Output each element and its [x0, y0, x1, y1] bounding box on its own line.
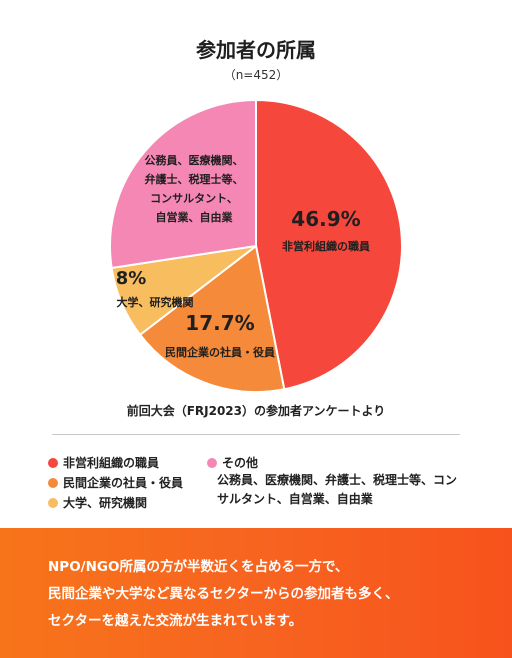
slice-nonprofit-value-label: 46.9%: [291, 207, 360, 231]
slice-academic-value-label: 8%: [116, 268, 147, 289]
legend-item-corporate: 民間企業の社員・役員: [48, 474, 183, 491]
legend-label-corporate: 民間企業の社員・役員: [63, 476, 184, 490]
source-note: 前回大会（FRJ2023）の参加者アンケートより: [126, 404, 386, 418]
legend-label-academic: 大学、研究機関: [63, 496, 148, 510]
legend-dot-academic: [48, 497, 58, 508]
footer-text: NPO/NGO所属の方が半数近くを占める一方で、 民間企業や大学など異なるセクタ…: [48, 559, 399, 629]
slice-corporate-value-label: 17.7%: [185, 311, 254, 335]
pie-chart: 46.9% 非営利組織の職員 17.7% 民間企業の社員・役員 8% 大学、研究機関 公務員…: [109, 98, 403, 393]
legend-other-note: 公務員、医療機関、弁護士、税理士等、コンサルタント、自営業、自由業: [217, 473, 458, 506]
slice-academic-name-label: 大学、研究機関: [117, 295, 194, 309]
legend-dot-corporate: [48, 477, 58, 488]
legend-label-nonprofit: 非営利組織の職員: [63, 456, 160, 470]
slice-corporate-name-label: 民間企業の社員・役員: [165, 345, 275, 359]
slice-corporate: [138, 244, 286, 393]
footer-banner: [0, 528, 512, 658]
divider: [52, 434, 460, 435]
legend-item-nonprofit: 非営利組織の職員: [48, 454, 159, 471]
slice-other-name-label: 弁護士、税理士等、: [145, 172, 244, 186]
slice-other-name-label: 公務員、医療機関、: [145, 153, 244, 167]
slice-other-name-label: コンサルタント、: [150, 192, 238, 205]
slice-other: [109, 98, 257, 270]
legend-dot-nonprofit: [48, 457, 58, 468]
slice-nonprofit-name-label: 非営利組織の職員: [282, 239, 370, 253]
legend-dot-other: [207, 457, 217, 468]
slice-nonprofit: [255, 98, 403, 391]
legend-label-other: その他: [222, 456, 259, 470]
legend-item-academic: 大学、研究機関: [48, 494, 147, 511]
slice-other-name-label: 自営業、自由業: [156, 210, 234, 224]
chart-title: 参加者の所属: [196, 38, 316, 62]
legend-item-other: その他: [207, 454, 258, 471]
chart-subtitle: （n=452）: [223, 68, 289, 82]
